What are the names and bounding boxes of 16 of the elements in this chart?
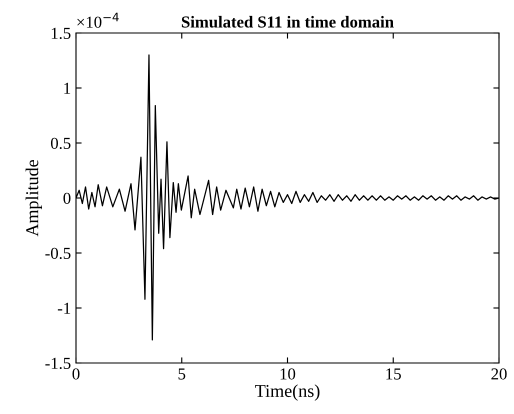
x-tick-label: 20: [491, 368, 507, 380]
y-tick-label: -1.5: [45, 358, 70, 370]
y-axis-title: Amplitude: [26, 160, 42, 236]
y-tick-label: 1: [64, 82, 70, 94]
x-tick-label: 0: [72, 368, 80, 380]
x-tick-label: 5: [178, 368, 186, 380]
y-tick-label: 0: [63, 192, 71, 204]
y-tick-label: 0.5: [50, 138, 70, 150]
y-tick-label: 1.5: [52, 28, 70, 40]
x-tick-label: 10: [280, 368, 296, 380]
x-axis-title: Time(ns): [255, 384, 320, 401]
x-tick-label: 15: [386, 368, 401, 380]
y-tick-label: -0.5: [45, 248, 70, 260]
y-tick-label: -1: [58, 302, 70, 314]
chart-title: Simulated S11 in time domain: [182, 16, 394, 28]
text: ×10$^{−4}$: [77, 12, 119, 28]
